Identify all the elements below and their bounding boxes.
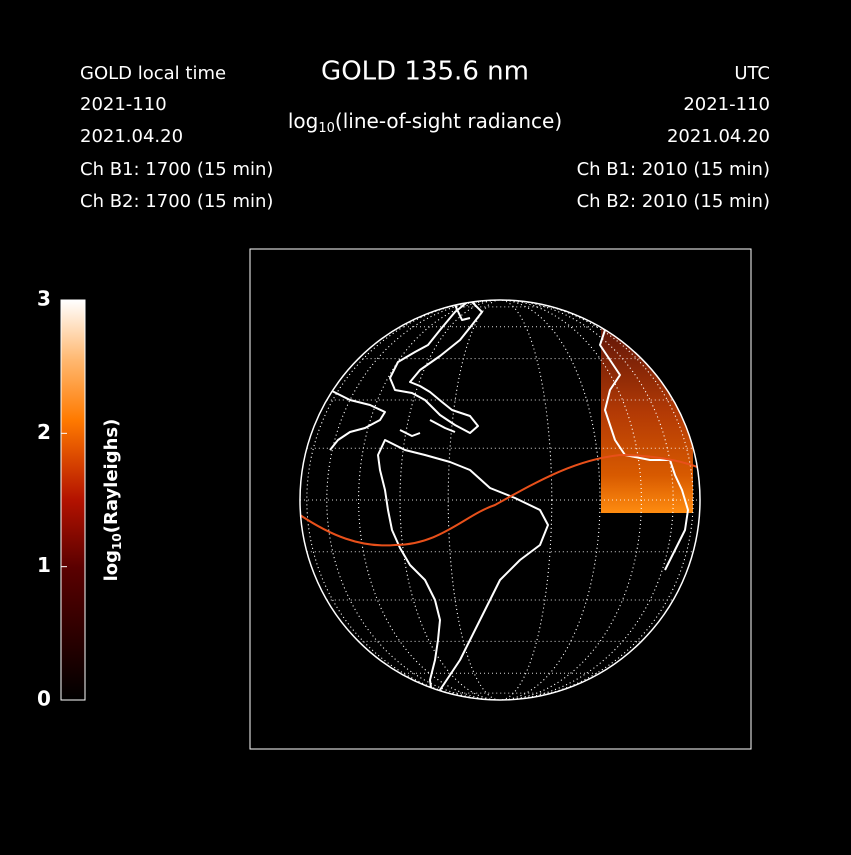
colorbar-ticks: 0 1 2 3 (37, 287, 67, 711)
left-info: Ch B1: 1700 (15 min) (80, 159, 273, 180)
colorbar (60, 299, 86, 701)
colorbar-label: log10(Rayleighs) (101, 419, 124, 582)
colorbar-label-text: (Rayleighs) (101, 419, 122, 534)
right-info: Ch B2: 2010 (15 min) (577, 191, 770, 212)
left-info: GOLD local time (80, 63, 226, 84)
left-info: 2021-110 (80, 94, 167, 115)
colorbar-tick-label: 0 (37, 687, 51, 711)
graticule (300, 300, 700, 700)
meridian (447, 300, 553, 700)
right-info: Ch B1: 2010 (15 min) (577, 159, 770, 180)
meridian (326, 300, 674, 700)
meridian (399, 300, 601, 700)
colorbar-label-subscript: 10 (110, 533, 124, 550)
right-info: 2021.04.20 (667, 126, 770, 147)
subtitle-base: log (288, 109, 319, 133)
map-frame (249, 248, 752, 750)
colorbar-tick-label: 3 (37, 287, 51, 311)
coastline (377, 439, 549, 696)
emission-noise (601, 300, 693, 313)
left-info: 2021.04.20 (80, 126, 183, 147)
info-block: GOLD local time 2021-110 2021.04.20 Ch B1: … (80, 63, 770, 212)
coastline (399, 304, 471, 437)
magnetic-equator (300, 453, 700, 547)
left-info: Ch B2: 1700 (15 min) (80, 191, 273, 212)
coastline (389, 300, 483, 434)
colorbar-tick-label: 2 (37, 420, 51, 444)
meridian (306, 300, 694, 700)
globe-limb (299, 299, 701, 701)
chart-subtitle: log10(line-of-sight radiance) (288, 109, 562, 136)
chart-title: GOLD 135.6 nm (321, 57, 529, 87)
colorbar-tick-label: 1 (37, 553, 51, 577)
right-info: 2021-110 (683, 94, 770, 115)
meridian (358, 300, 642, 700)
colorbar-label-base: log (101, 550, 122, 581)
globe (300, 300, 700, 700)
subtitle-subscript: 10 (318, 121, 335, 136)
emission-swath (601, 300, 693, 513)
coastline (329, 389, 386, 451)
right-info: UTC (734, 63, 770, 84)
subtitle-text: (line-of-sight radiance) (335, 109, 562, 133)
